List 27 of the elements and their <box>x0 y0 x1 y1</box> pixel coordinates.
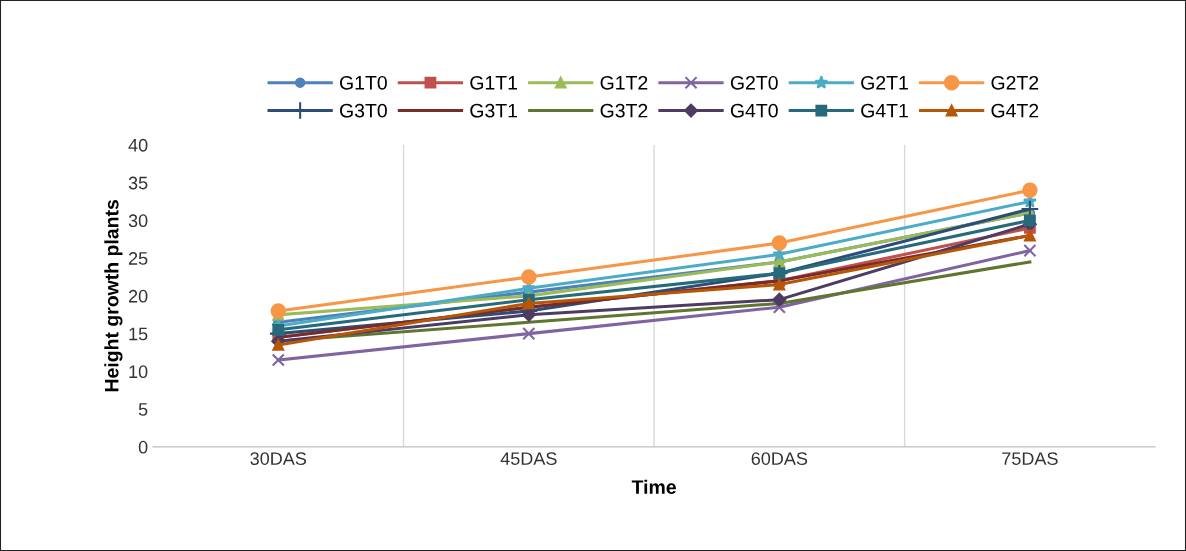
x-tick-label: 45DAS <box>500 452 557 465</box>
legend-label: G4T2 <box>991 103 1039 118</box>
legend-label: G2T1 <box>861 75 908 90</box>
y-tick-label: 15 <box>129 327 148 341</box>
legend-label: G4T1 <box>861 103 908 118</box>
legend-label: G2T0 <box>730 75 778 90</box>
y-tick-label: 35 <box>128 176 148 190</box>
y-tick-label: 5 <box>138 403 148 416</box>
legend-label: G1T2 <box>600 75 648 90</box>
y-tick-label: 25 <box>128 252 148 265</box>
legend-label: G3T2 <box>600 103 648 118</box>
x-tick-label: 75DAS <box>1002 452 1058 465</box>
y-tick-label: 40 <box>128 138 148 152</box>
legend-label: G4T0 <box>730 103 778 118</box>
legend-label: G2T2 <box>991 75 1039 90</box>
y-tick-label: 0 <box>138 440 148 454</box>
legend-label: G1T0 <box>340 75 387 90</box>
y-axis-title: Height growth plants <box>104 200 123 392</box>
x-tick-label: 30DAS <box>250 452 307 465</box>
x-tick-label: 60DAS <box>751 452 808 465</box>
legend-label: G3T0 <box>340 103 387 118</box>
y-tick-label: 30 <box>128 214 148 228</box>
y-tick-label: 20 <box>128 289 148 303</box>
legend-label: G1T1 <box>470 75 518 90</box>
legend-label: G3T1 <box>470 103 518 118</box>
x-axis-title: Time <box>631 479 676 494</box>
y-tick-label: 10 <box>129 365 148 379</box>
